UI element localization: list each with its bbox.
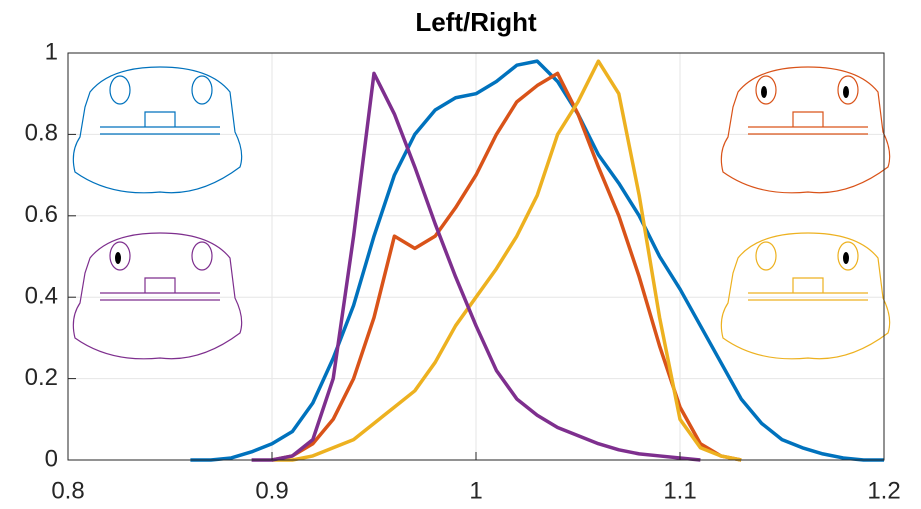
y-tick-label: 0 <box>45 445 58 472</box>
x-tick-label: 1 <box>469 477 482 504</box>
y-tick-label: 0.6 <box>25 201 58 228</box>
lizard-icon-orange <box>720 66 891 194</box>
series-line <box>251 71 701 462</box>
lines <box>190 59 884 462</box>
lizard-icon-yellow <box>720 232 891 360</box>
chart-title: Left/Right <box>415 7 537 37</box>
y-tick-label: 0.8 <box>25 120 58 147</box>
y-tick-label: 0.2 <box>25 364 58 391</box>
x-tick-label: 1.1 <box>663 477 696 504</box>
series-line <box>272 59 742 462</box>
x-tick-label: 0.9 <box>255 477 288 504</box>
lizard-icon-purple <box>72 232 243 360</box>
lizard-icon-blue <box>72 66 243 194</box>
y-tick-label: 0.4 <box>25 283 58 310</box>
series-line <box>271 71 742 462</box>
grid <box>67 52 885 461</box>
x-tick-label: 0.8 <box>51 477 84 504</box>
x-tick-label: 1.2 <box>867 477 900 504</box>
y-tick-label: 1 <box>45 38 58 65</box>
series-line <box>190 59 884 462</box>
